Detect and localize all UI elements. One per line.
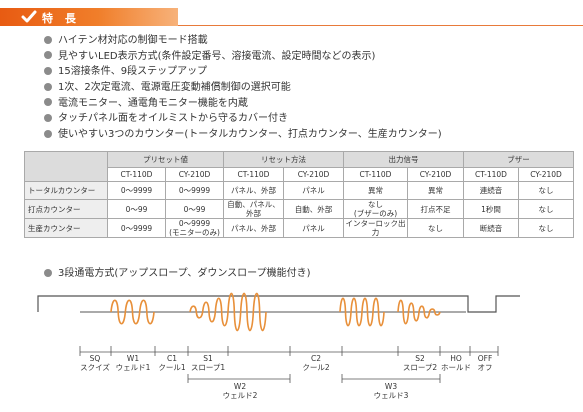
- segment-label-s2: S2 スロープ2: [402, 354, 438, 372]
- table-cell: なし: [518, 181, 574, 200]
- table-cell: 自動、外部: [283, 199, 344, 219]
- feature-item: 1次、2次定電流、電源電圧変動補償制御の選択可能: [44, 80, 574, 96]
- table-row: トータルカウンター 0〜9999 0〜9999 パネル、外部 パネル 異常 異常…: [24, 181, 574, 200]
- feature-item: タッチパネル面をオイルミストから守るカバー付き: [44, 111, 574, 127]
- table-group-header: プリセット値 リセット方法 出力信号 ブザー: [24, 151, 574, 182]
- current-wave-cycle: [124, 299, 141, 325]
- model-header: CT-110D: [343, 167, 408, 182]
- model-header: CT-110D: [107, 167, 166, 182]
- table-cell: パネル: [283, 218, 344, 238]
- table-row: 打点カウンター 0〜99 0〜99 自動、パネル、外部 自動、外部 なし (ブザー…: [24, 199, 574, 219]
- table-cell: 自動、パネル、外部: [223, 199, 284, 219]
- group-header: ブザー: [463, 151, 574, 168]
- model-header: CT-110D: [223, 167, 284, 182]
- table-cell: なし: [518, 199, 574, 219]
- current-wave-cycle: [189, 305, 204, 319]
- segment-label-ho: HO ホールド: [441, 354, 471, 372]
- bullet-icon: [44, 82, 52, 91]
- bullet-icon: [44, 66, 52, 75]
- table-cell: 0〜99: [107, 199, 166, 219]
- model-header: CY-210D: [283, 167, 344, 182]
- table-cell: 0〜9999: [107, 218, 166, 238]
- table-cell: 打点不足: [407, 199, 464, 219]
- feature-item: 見やすいLED表示方式(条件設定番号、溶接電流、設定時間などの表示): [44, 49, 574, 65]
- group-header: リセット方法: [223, 151, 344, 168]
- section-title: 特 長: [42, 12, 80, 25]
- group-header: 出力信号: [343, 151, 464, 168]
- current-wave-cycle: [418, 305, 431, 319]
- current-wave-cycle: [227, 292, 242, 332]
- current-wave-cycle: [110, 299, 127, 325]
- table-cell: パネル: [283, 181, 344, 200]
- table-cell: 連続音: [463, 181, 519, 200]
- table-cell: なし: [407, 218, 464, 238]
- bullet-icon: [44, 113, 52, 122]
- row-header: 打点カウンター: [24, 199, 108, 219]
- table-cell: 1秒間: [463, 199, 519, 219]
- table-model-header: CT-110D CY-210D CT-110D CY-210D CT-110D …: [25, 167, 574, 182]
- model-header: CY-210D: [165, 167, 224, 182]
- table-cell: インターロック出力: [343, 218, 408, 238]
- feature-item: 電流モニター、通電角モニター機能を内蔵: [44, 96, 574, 112]
- timing-waveform: [37, 292, 520, 383]
- row-header: トータルカウンター: [24, 181, 108, 200]
- current-wave-cycle: [372, 297, 385, 327]
- timing-diagram: SQ スクイズ W1 ウェルド1 C1 クール1 S1 スロープ1 C2 クール2 S2 ス…: [0, 282, 583, 412]
- current-wave-cycle: [361, 297, 374, 327]
- section-header: 特 長: [0, 8, 583, 26]
- timing-subheading: 3段通電方式(アップスロープ、ダウンスロープ機能付き): [44, 264, 310, 279]
- feature-list: ハイテン材対応の制御モード搭載 見やすいLED表示方式(条件設定番号、溶接電流、…: [44, 33, 574, 143]
- current-wave-cycle: [138, 299, 155, 325]
- table-cell: 異常: [407, 181, 464, 200]
- counter-spec-table: プリセット値 リセット方法 出力信号 ブザー CT-110D CY-210D C…: [24, 151, 574, 238]
- table-cell: 異常: [343, 181, 408, 200]
- model-header: CY-210D: [407, 167, 464, 182]
- table-cell: パネル、外部: [223, 218, 284, 238]
- table-cell: 0〜99: [165, 199, 224, 219]
- bullet-icon: [44, 268, 52, 277]
- table-cell: なし: [518, 218, 574, 238]
- table-cell: 0〜9999 (モニターのみ): [165, 218, 224, 238]
- bullet-icon: [44, 51, 52, 60]
- model-header: CY-210D: [518, 167, 574, 182]
- table-cell: 断続音: [463, 218, 519, 238]
- header-bar: [0, 8, 178, 26]
- pressure-signal-line: [37, 295, 520, 313]
- segment-label-sq: SQ スクイズ: [80, 354, 110, 372]
- current-wave-cycle: [339, 297, 352, 327]
- row-header: 生産カウンター: [24, 218, 108, 238]
- group-header: プリセット値: [107, 151, 224, 168]
- bullet-icon: [44, 129, 52, 138]
- segment-label-w2: W2 ウェルド2: [222, 382, 258, 400]
- current-wave-cycle: [239, 292, 255, 332]
- table-cell: 0〜9999: [165, 181, 224, 200]
- model-header: CT-110D: [463, 167, 519, 182]
- current-wave-cycle: [397, 299, 410, 325]
- checkmark-icon: [21, 10, 37, 23]
- segment-label-w3: W3 ウェルド3: [373, 382, 409, 400]
- current-wave-cycle: [214, 297, 229, 327]
- header-underline: [178, 25, 583, 26]
- bullet-icon: [44, 35, 52, 44]
- segment-label-w1: W1 ウェルド1: [115, 354, 151, 372]
- table-row: 生産カウンター 0〜9999 0〜9999 (モニターのみ) パネル、外部 パネル…: [24, 218, 574, 238]
- feature-item: 15溶接条件、9段ステップアップ: [44, 64, 574, 80]
- table-cell: 0〜9999: [107, 181, 166, 200]
- current-wave-cycle: [350, 297, 363, 327]
- segment-label-c1: C1 クール1: [158, 354, 186, 372]
- segment-label-off: OFF オフ: [477, 354, 493, 372]
- current-wave-cycle: [252, 292, 267, 332]
- segment-label-c2: C2 クール2: [302, 354, 330, 372]
- segment-label-s1: S1 スロープ1: [190, 354, 226, 372]
- bullet-icon: [44, 98, 52, 107]
- table-corner: [24, 151, 108, 182]
- current-wave-cycle: [201, 301, 217, 323]
- feature-item: ハイテン材対応の制御モード搭載: [44, 33, 574, 49]
- current-wave-cycle: [407, 302, 420, 322]
- feature-item: 使いやすい3つのカウンター(トータルカウンター、打点カウンター、生産カウンター): [44, 127, 574, 143]
- current-wave-cycle: [428, 308, 441, 316]
- table-cell: パネル、外部: [223, 181, 284, 200]
- table-cell: なし (ブザーのみ): [343, 199, 408, 219]
